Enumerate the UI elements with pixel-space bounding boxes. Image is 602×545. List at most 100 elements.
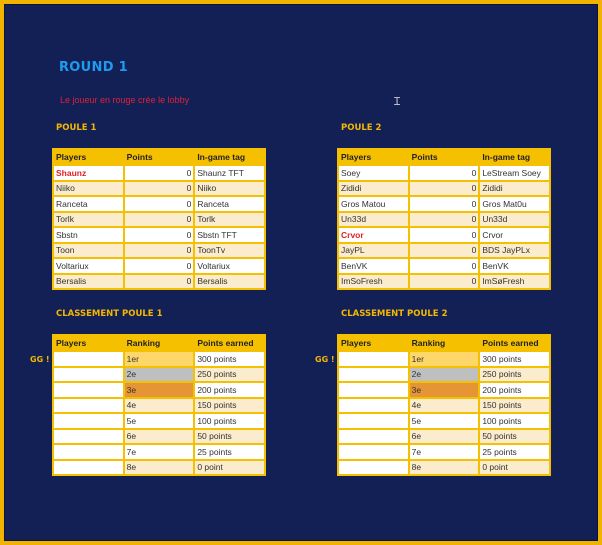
table-cell[interactable] bbox=[52, 365, 125, 383]
table-cell[interactable]: Zididi bbox=[337, 179, 410, 197]
table-cell[interactable]: 250 points bbox=[193, 365, 266, 383]
table-cell[interactable]: 0 bbox=[407, 179, 481, 197]
table-cell[interactable]: 6e bbox=[122, 427, 196, 445]
table-cell[interactable]: Toon bbox=[52, 241, 125, 259]
table-cell[interactable]: Torlk bbox=[52, 210, 125, 228]
table-cell[interactable] bbox=[337, 381, 410, 399]
table-cell[interactable]: 5e bbox=[407, 412, 481, 430]
table-cell[interactable]: 4e bbox=[407, 396, 481, 414]
table-cell[interactable] bbox=[52, 350, 125, 368]
table-cell[interactable]: BenVK bbox=[478, 257, 551, 275]
table-cell[interactable]: 0 bbox=[122, 210, 196, 228]
column-header[interactable]: Points bbox=[407, 148, 481, 166]
table-cell[interactable]: Crvor bbox=[478, 226, 551, 244]
table-cell[interactable]: 0 bbox=[407, 226, 481, 244]
table-cell[interactable] bbox=[52, 458, 125, 476]
table-cell[interactable]: Bersalis bbox=[52, 272, 125, 290]
table-cell[interactable]: 50 points bbox=[478, 427, 551, 445]
table-cell[interactable]: 0 bbox=[122, 195, 196, 213]
table-cell[interactable]: 25 points bbox=[478, 443, 551, 461]
table-cell[interactable]: 50 points bbox=[193, 427, 266, 445]
column-header[interactable]: In-game tag bbox=[478, 148, 551, 166]
table-cell[interactable] bbox=[52, 443, 125, 461]
table-cell[interactable] bbox=[52, 396, 125, 414]
table-cell[interactable]: Shaunz TFT bbox=[193, 164, 266, 182]
table-cell[interactable]: 0 bbox=[122, 241, 196, 259]
table-cell[interactable]: Sbstn bbox=[52, 226, 125, 244]
table-cell[interactable]: 200 points bbox=[478, 381, 551, 399]
table-cell[interactable] bbox=[52, 427, 125, 445]
table-cell[interactable]: BDS JayPLx bbox=[478, 241, 551, 259]
table-cell[interactable]: 0 bbox=[407, 272, 481, 290]
table-cell[interactable]: 1er bbox=[122, 350, 196, 368]
table-cell[interactable]: 200 points bbox=[193, 381, 266, 399]
table-cell[interactable] bbox=[337, 365, 410, 383]
table-cell[interactable]: Ranceta bbox=[193, 195, 266, 213]
table-cell[interactable]: 0 bbox=[407, 210, 481, 228]
table-cell[interactable]: 0 point bbox=[193, 458, 266, 476]
column-header[interactable]: Ranking bbox=[122, 334, 196, 352]
table-cell[interactable]: 300 points bbox=[478, 350, 551, 368]
table-cell[interactable]: LeStream Soey bbox=[478, 164, 551, 182]
table-cell[interactable]: Sbstn TFT bbox=[193, 226, 266, 244]
table-cell[interactable]: 2e bbox=[122, 365, 196, 383]
table-cell[interactable] bbox=[52, 412, 125, 430]
column-header[interactable]: Points earned bbox=[193, 334, 266, 352]
table-cell[interactable]: 4e bbox=[122, 396, 196, 414]
column-header[interactable]: Points earned bbox=[478, 334, 551, 352]
table-cell[interactable] bbox=[337, 412, 410, 430]
table-cell[interactable]: 0 bbox=[122, 179, 196, 197]
table-cell[interactable]: 8e bbox=[407, 458, 481, 476]
table-cell[interactable]: ToonTv bbox=[193, 241, 266, 259]
table-cell[interactable] bbox=[52, 381, 125, 399]
table-cell[interactable]: Niiko bbox=[52, 179, 125, 197]
column-header[interactable]: Players bbox=[337, 334, 410, 352]
table-cell[interactable]: 3e bbox=[122, 381, 196, 399]
table-cell[interactable]: 150 points bbox=[478, 396, 551, 414]
table-cell[interactable]: Voltariux bbox=[193, 257, 266, 275]
table-cell[interactable] bbox=[337, 443, 410, 461]
table-cell[interactable]: 0 bbox=[122, 226, 196, 244]
table-cell[interactable] bbox=[337, 396, 410, 414]
table-cell[interactable]: 250 points bbox=[478, 365, 551, 383]
table-cell[interactable]: 25 points bbox=[193, 443, 266, 461]
table-cell[interactable]: 0 bbox=[122, 257, 196, 275]
table-cell[interactable]: Gros Matou bbox=[337, 195, 410, 213]
table-cell[interactable]: 300 points bbox=[193, 350, 266, 368]
table-cell[interactable]: Ranceta bbox=[52, 195, 125, 213]
table-cell[interactable]: 5e bbox=[122, 412, 196, 430]
table-cell[interactable]: ImSoFresh bbox=[337, 272, 410, 290]
table-cell[interactable]: 7e bbox=[407, 443, 481, 461]
table-cell[interactable]: Zididi bbox=[478, 179, 551, 197]
column-header[interactable]: Players bbox=[337, 148, 410, 166]
table-cell[interactable] bbox=[337, 458, 410, 476]
table-cell[interactable]: 0 bbox=[122, 164, 196, 182]
table-cell[interactable]: Bersalis bbox=[193, 272, 266, 290]
table-cell[interactable]: 2e bbox=[407, 365, 481, 383]
table-cell[interactable]: 6e bbox=[407, 427, 481, 445]
table-cell[interactable]: Un33d bbox=[337, 210, 410, 228]
column-header[interactable]: In-game tag bbox=[193, 148, 266, 166]
table-cell[interactable]: 0 bbox=[122, 272, 196, 290]
table-cell[interactable]: 1er bbox=[407, 350, 481, 368]
table-cell[interactable]: Shaunz bbox=[52, 164, 125, 182]
table-cell[interactable]: Niiko bbox=[193, 179, 266, 197]
column-header[interactable]: Ranking bbox=[407, 334, 481, 352]
table-cell[interactable]: 7e bbox=[122, 443, 196, 461]
table-cell[interactable]: 3e bbox=[407, 381, 481, 399]
table-cell[interactable]: Voltariux bbox=[52, 257, 125, 275]
table-cell[interactable]: Soey bbox=[337, 164, 410, 182]
table-cell[interactable]: 0 bbox=[407, 195, 481, 213]
table-cell[interactable]: 100 points bbox=[193, 412, 266, 430]
table-cell[interactable]: 150 points bbox=[193, 396, 266, 414]
table-cell[interactable]: 0 bbox=[407, 241, 481, 259]
table-cell[interactable] bbox=[337, 350, 410, 368]
table-cell[interactable]: 0 point bbox=[478, 458, 551, 476]
column-header[interactable]: Players bbox=[52, 334, 125, 352]
table-cell[interactable]: ImSøFresh bbox=[478, 272, 551, 290]
column-header[interactable]: Points bbox=[122, 148, 196, 166]
table-cell[interactable]: 8e bbox=[122, 458, 196, 476]
table-cell[interactable]: 0 bbox=[407, 257, 481, 275]
table-cell[interactable]: Un33d bbox=[478, 210, 551, 228]
table-cell[interactable] bbox=[337, 427, 410, 445]
